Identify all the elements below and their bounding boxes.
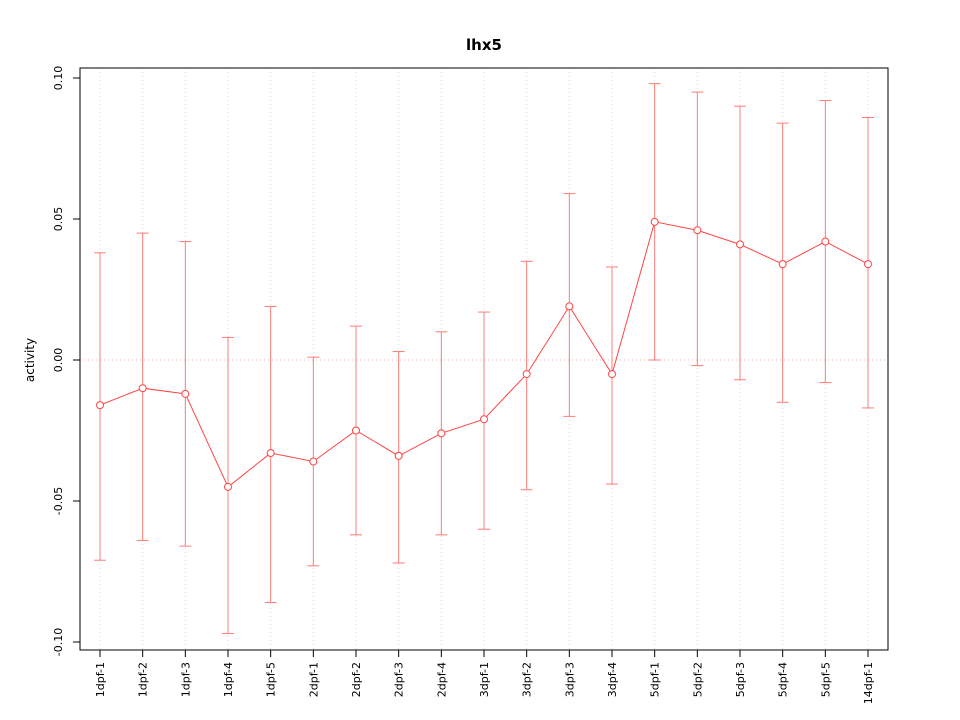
data-point-marker [224, 482, 232, 491]
x-tick-label: 3dpf-3 [563, 662, 576, 697]
data-point-marker [608, 370, 616, 379]
data-point-marker [437, 429, 446, 438]
y-tick-label: 0.00 [52, 348, 65, 373]
x-tick-label: 5dpf-4 [777, 662, 790, 697]
x-tick-label: 3dpf-2 [521, 662, 534, 697]
y-tick-label: 0.05 [52, 207, 65, 232]
x-tick-label: 5dpf-1 [649, 662, 662, 697]
y-axis-label: activity [23, 337, 37, 383]
data-point-marker [736, 240, 744, 249]
data-point-marker [522, 370, 531, 379]
data-point-marker [96, 401, 104, 410]
data-point-marker [181, 389, 190, 398]
data-point-marker [864, 260, 872, 269]
data-point-marker [309, 457, 318, 466]
x-tick-label: 1dpf-2 [137, 662, 150, 697]
data-point-marker [650, 217, 659, 226]
y-tick-label: -0.05 [52, 487, 65, 515]
data-point-marker [778, 260, 787, 269]
data-point-marker [266, 449, 275, 458]
data-point-marker [693, 226, 702, 235]
x-tick-label: 1dpf-1 [94, 662, 107, 697]
x-tick-label: 5dpf-5 [819, 662, 832, 697]
x-tick-label: 5dpf-3 [734, 662, 747, 697]
data-point-marker [352, 426, 360, 435]
x-tick-label: 14dpf-1 [862, 662, 875, 704]
x-tick-label: 2dpf-1 [307, 662, 320, 697]
x-tick-label: 3dpf-1 [478, 662, 491, 697]
data-point-marker [821, 237, 830, 246]
x-tick-label: 1dpf-5 [265, 662, 278, 697]
data-point-marker [138, 384, 147, 393]
data-point-marker [565, 302, 574, 311]
x-tick-label: 5dpf-2 [691, 662, 704, 697]
x-tick-label: 3dpf-4 [606, 662, 619, 697]
x-tick-label: 2dpf-3 [393, 662, 406, 697]
x-tick-label: 1dpf-3 [179, 662, 192, 697]
x-tick-label: 2dpf-4 [435, 662, 448, 697]
data-point-marker [480, 415, 488, 424]
y-tick-label: -0.10 [52, 628, 65, 656]
data-point-marker [394, 451, 403, 460]
x-tick-label: 1dpf-4 [222, 662, 235, 697]
chart-title: lhx5 [466, 36, 502, 54]
y-tick-label: 0.10 [52, 66, 65, 91]
x-tick-label: 2dpf-2 [350, 662, 363, 697]
